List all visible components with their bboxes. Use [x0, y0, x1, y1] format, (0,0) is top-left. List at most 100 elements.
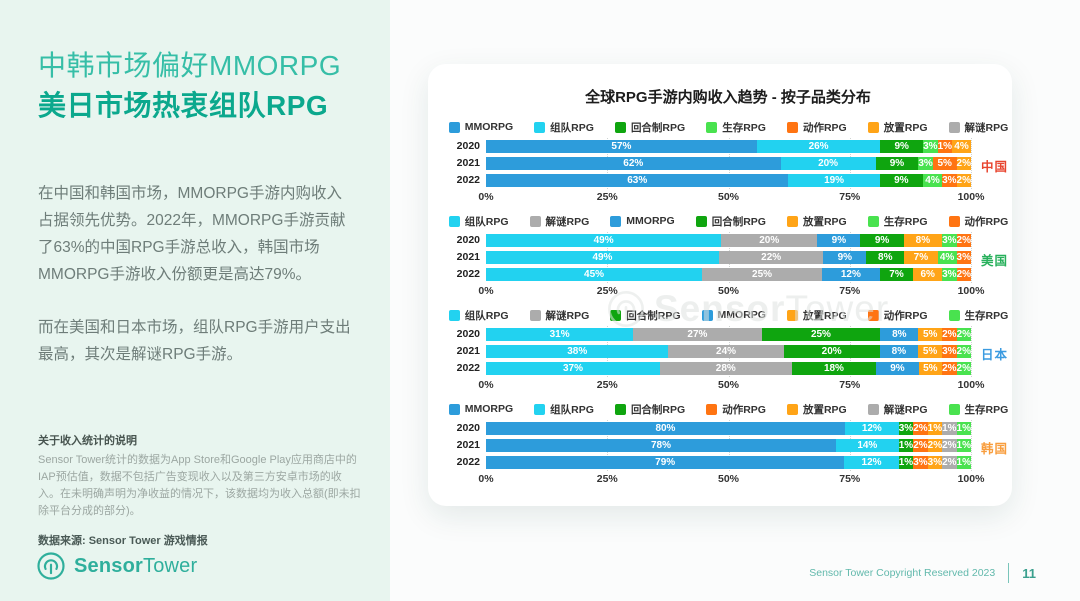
- bar-segment-MMORPG: 63%: [486, 174, 789, 187]
- bar-segment-value: 49%: [592, 252, 613, 263]
- legend-label: 回合制RPG: [626, 309, 681, 322]
- bar-segment-MMORPG: 62%: [486, 157, 781, 170]
- legend-swatch-icon: [867, 121, 879, 133]
- bar-segment-value: 2%: [913, 440, 928, 451]
- x-axis-tick: 75%: [839, 379, 861, 391]
- stacked-bar: 63% 19% 9% 4% 3% 2%: [486, 174, 971, 187]
- data-source: 数据来源: Sensor Tower 游戏情报: [38, 535, 208, 548]
- bar-segment-动作RPG: 2%: [942, 362, 957, 375]
- x-axis-tick: 100%: [957, 473, 985, 485]
- legend-item: 回合制RPG: [614, 402, 685, 417]
- legend-item: 动作RPG: [786, 120, 847, 135]
- bar-segment-放置RPG: 5%: [918, 362, 943, 375]
- stacked-bar: 62% 20% 9% 3% 5% 2%: [486, 157, 971, 170]
- legend-swatch-icon: [786, 215, 798, 227]
- page-number: 11: [1022, 565, 1036, 581]
- bar-segment-value: 2%: [956, 158, 971, 169]
- year-label: 2020: [456, 422, 480, 434]
- legend-label: MMORPG: [464, 121, 514, 133]
- bar-segment-value: 2%: [956, 329, 972, 340]
- bar-segment-value: 4%: [939, 252, 955, 263]
- legend-label: 组队RPG: [550, 403, 594, 416]
- stacked-bar: 45% 25% 12% 7% 6% 3% 2%: [486, 268, 972, 281]
- bar-segment-解谜RPG: 2%: [942, 456, 957, 469]
- legend-label: 放置RPG: [802, 403, 847, 416]
- bar-rows: 2020 31% 27% 25% 8% 5% 2% 2% 2021 38% 24% 20% 8% 5% 3%…: [457, 326, 972, 377]
- year-label: 2021: [456, 345, 480, 357]
- bar-segment-组队RPG: 49%: [486, 234, 722, 247]
- logo-word-sensor: Sensor: [74, 554, 144, 577]
- legend-item: 解谜RPG: [529, 308, 590, 323]
- stacked-bar: 38% 24% 20% 8% 5% 3% 2%: [486, 345, 971, 358]
- bar-segment-生存RPG: 1%: [956, 456, 971, 469]
- bar-segment-value: 5%: [937, 158, 952, 169]
- legend-label: 生存RPG: [964, 309, 1009, 322]
- legend-swatch-icon: [695, 215, 707, 227]
- bar-segment-value: 20%: [818, 158, 839, 169]
- bar-row-2020: 2020 31% 27% 25% 8% 5% 2% 2%: [457, 328, 972, 341]
- bar-segment-value: 2%: [956, 235, 971, 246]
- bar-segment-value: 12%: [840, 269, 861, 280]
- bar-segment-动作RPG: 3%: [913, 456, 928, 469]
- bar-segment-组队RPG: 14%: [835, 439, 899, 452]
- summary-text: 在中国和韩国市场，MMORPG手游内购收入占据领先优势。2022年，MMORPG…: [38, 180, 352, 369]
- x-axis-tick: 50%: [717, 379, 740, 391]
- bar-segment-生存RPG: 2%: [956, 328, 972, 341]
- x-axis-tick: 0%: [478, 379, 494, 391]
- legend-swatch-icon: [610, 215, 622, 227]
- country-label-美国: 美国: [980, 254, 1008, 268]
- year-label: 2020: [456, 328, 480, 340]
- legend-label: 组队RPG: [464, 309, 509, 322]
- x-axis: 0% 25% 50% 75% 100%: [478, 379, 984, 394]
- legend-item: 组队RPG: [534, 120, 594, 135]
- bar-segment-value: 38%: [567, 346, 588, 357]
- x-axis: 0% 25% 50% 75% 100%: [478, 285, 984, 300]
- legend-item: 解谜RPG: [948, 120, 1008, 135]
- bar-segment-value: 24%: [716, 346, 737, 357]
- legend-item: 放置RPG: [867, 120, 928, 135]
- bar-segment-value: 9%: [894, 175, 909, 186]
- bar-rows: 2020 57% 26% 9% 3% 1% 4% 2021 62% 20% 9% 3% 5% 2% 2022…: [457, 138, 972, 189]
- legend-swatch-icon: [534, 403, 546, 415]
- bar-segment-放置RPG: 5%: [918, 328, 943, 341]
- bar-rows: 2020 49% 20% 9% 9% 8% 3% 2% 2021 49% 22% 9% 8% 7% 4% 3%…: [457, 232, 972, 283]
- legend-label: 解谜RPG: [545, 309, 590, 322]
- chart-title: 全球RPG手游内购收入趋势 - 按子品类分布: [585, 89, 871, 106]
- legend-label: MMORPG: [717, 309, 766, 321]
- legend-swatch-icon: [867, 309, 879, 321]
- bar-segment-value: 7%: [913, 252, 929, 263]
- bar-segment-MMORPG: 57%: [486, 140, 757, 153]
- legend-item: MMORPG: [701, 309, 766, 321]
- legend-label: 回合制RPG: [711, 215, 766, 228]
- bar-segment-value: 22%: [761, 252, 782, 263]
- bar-segment-动作RPG: 2%: [956, 234, 971, 247]
- bar-segment-value: 3%: [942, 175, 957, 186]
- x-axis-tick: 25%: [596, 191, 618, 203]
- legend-item: MMORPG: [610, 215, 675, 227]
- bar-segment-放置RPG: 2%: [956, 157, 971, 170]
- bar-segment-value: 7%: [889, 269, 904, 280]
- bar-segment-组队RPG: 49%: [486, 251, 719, 264]
- bar-segment-value: 1%: [956, 457, 971, 468]
- bar-segment-解谜RPG: 28%: [659, 362, 792, 375]
- legend-swatch-icon: [614, 121, 626, 133]
- bar-row-2021: 2021 78% 14% 1% 2% 2% 2% 1%: [457, 439, 971, 452]
- footer-divider: [1008, 563, 1010, 583]
- year-label: 2022: [456, 268, 480, 280]
- charts-container: MMORPG 组队RPG 回合制RPG 生存RPG 动作RPG 放置RPG 解谜RPG 202…: [448, 119, 1008, 488]
- bar-segment-回合制RPG: 25%: [761, 328, 881, 341]
- chart-legend: 组队RPG 解谜RPG MMORPG 回合制RPG 放置RPG 生存RPG 动作RPG: [448, 213, 1008, 229]
- bar-segment-MMORPG: 9%: [876, 362, 919, 375]
- x-axis-tick: 0%: [478, 473, 494, 485]
- bar-segment-回合制RPG: 9%: [860, 234, 904, 247]
- country-label-日本: 日本: [980, 348, 1008, 362]
- bar-segment-value: 5%: [922, 346, 938, 357]
- bar-segment-组队RPG: 26%: [756, 140, 881, 153]
- legend-swatch-icon: [786, 121, 798, 133]
- bar-segment-放置RPG: 5%: [918, 345, 943, 358]
- bar-segment-value: 9%: [874, 235, 890, 246]
- bar-segment-value: 3%: [918, 158, 933, 169]
- bar-row-2020: 2020 80% 12% 3% 2% 1% 1% 1%: [457, 422, 971, 435]
- legend-label: 组队RPG: [464, 215, 509, 228]
- x-axis-tick: 100%: [957, 191, 985, 203]
